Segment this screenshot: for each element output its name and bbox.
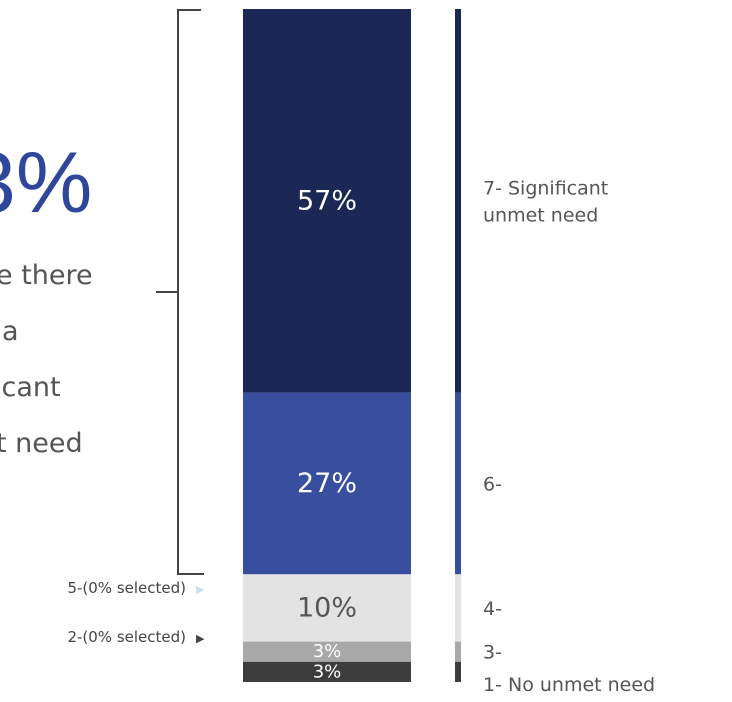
legend-label-7-significant-unmet-need: 7- Significant unmet need [483, 177, 608, 226]
legend-label-line: 6- [483, 473, 502, 495]
legend-strip-4 [455, 574, 461, 642]
legend-labels: 7- Significant unmet need 6- 4- 3- 1- No unme… [483, 177, 655, 696]
bar-segment-7-significant-unmet-need [243, 9, 411, 393]
legend-strip-1-no-unmet-need [455, 661, 461, 682]
legend-label-line: 7- Significant [483, 177, 608, 199]
bar-segments [243, 9, 411, 682]
legend-label-3: 3- [483, 642, 502, 664]
bar-segment-1-no-unmet-need [243, 661, 411, 682]
headline-line-2: a [2, 316, 19, 347]
bar-label-4: 10% [297, 592, 357, 623]
headline-description: e there a icant t need [0, 260, 93, 459]
bar-label-6: 27% [297, 468, 357, 499]
bar-label-1-no-unmet-need: 3% [313, 661, 342, 682]
legend-label-4: 4- [483, 598, 502, 620]
headline-line-3: icant [0, 372, 61, 403]
note-5-text: 5-(0% selected) [67, 579, 186, 597]
bar-data-labels: 57% 27% 10% 3%3% [297, 185, 357, 682]
note-2-text: 2-(0% selected) [67, 628, 186, 646]
legend-strip-7-significant-unmet-need [455, 9, 461, 393]
bar-segment-4 [243, 574, 411, 642]
legend-label-line: 4- [483, 598, 502, 620]
bracket [156, 9, 204, 575]
legend-label-line: 1- No unmet need [483, 674, 655, 696]
headline-percent: 3% [0, 135, 92, 231]
bar-label-7-significant-unmet-need: 57% [297, 185, 357, 216]
zero-notes: 5-(0% selected) ▶ 2-(0% selected) ▶ [67, 579, 205, 646]
note-5-arrow-icon: ▶ [196, 583, 205, 596]
headline-line-4: t need [0, 428, 83, 459]
bar-segment-6 [243, 392, 411, 575]
legend-label-1-no-unmet-need: 1- No unmet need [483, 674, 655, 696]
legend-color-strips [455, 9, 461, 682]
bar-segment-3 [243, 641, 411, 662]
legend-label-line: unmet need [483, 204, 598, 226]
note-2-arrow-icon: ▶ [196, 632, 205, 645]
headline-line-1: e there [0, 260, 93, 291]
legend-strip-6 [455, 392, 461, 575]
legend-label-line: 3- [483, 642, 502, 664]
bar-label-3: 3% [313, 641, 342, 662]
legend-label-6: 6- [483, 473, 502, 495]
legend-strip-3 [455, 641, 461, 662]
